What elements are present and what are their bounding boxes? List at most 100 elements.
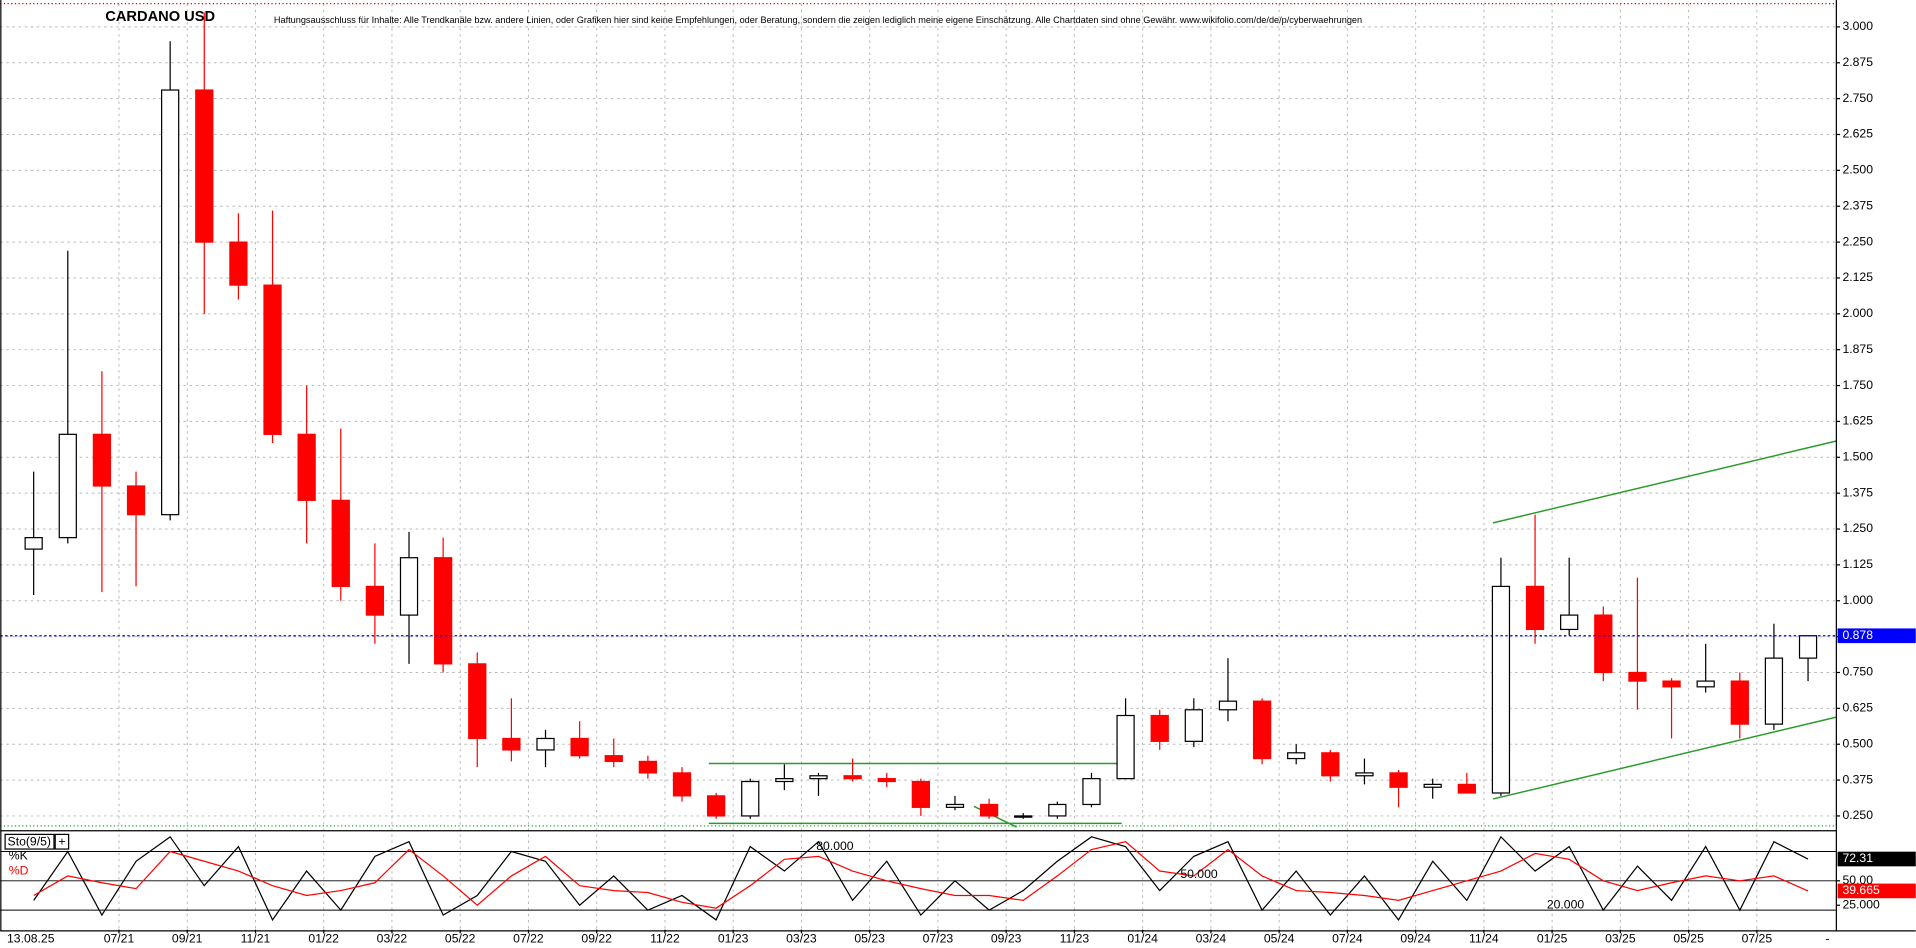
candle-body	[1594, 614, 1613, 674]
candle-body	[24, 537, 43, 550]
candle-body	[877, 778, 896, 783]
candle-body	[433, 557, 453, 665]
y-tick-label: 1.875	[1842, 342, 1873, 356]
disclaimer: Haftungsausschluss für Inhalte: Alle Tre…	[274, 15, 1362, 25]
level-label: 80.000	[816, 839, 854, 853]
candle-body	[1491, 585, 1511, 794]
candle-body	[1218, 700, 1238, 711]
candle-body	[672, 772, 692, 797]
y-tick-label: 2.000	[1842, 306, 1873, 320]
trend-line-upper	[1492, 440, 1837, 524]
candle-body	[775, 778, 794, 783]
indicator-button-icon[interactable]: +	[58, 835, 65, 849]
x-tick-label: 11/24	[1469, 932, 1499, 946]
indicator-y-tick-label: 25.000	[1842, 897, 1880, 911]
x-tick-label: 03/23	[786, 932, 817, 946]
candle-body	[1355, 772, 1374, 777]
candle-body	[1082, 778, 1101, 806]
candle-body	[1525, 585, 1545, 631]
last-price-box	[1837, 628, 1916, 644]
x-tick-label: 05/22	[445, 932, 476, 946]
candle-body	[502, 737, 521, 751]
candle-body	[263, 284, 282, 435]
candle-body	[1560, 614, 1579, 631]
candle-body	[1389, 772, 1408, 788]
y-tick-label: 0.625	[1842, 701, 1873, 715]
indicator-value-box	[1837, 851, 1916, 867]
candle-body	[1184, 709, 1203, 742]
candle-body	[536, 737, 555, 751]
y-tick-label: 2.375	[1842, 198, 1873, 212]
y-tick-label: 1.625	[1842, 414, 1873, 428]
candle-body	[468, 663, 487, 740]
x-tick-label: 01/23	[718, 932, 749, 946]
y-tick-label: 2.125	[1842, 270, 1873, 284]
candle-body	[1321, 752, 1340, 777]
y-tick-label: 0.750	[1842, 665, 1873, 679]
candle-body	[843, 775, 862, 780]
y-tick-label: 2.750	[1842, 91, 1873, 105]
candle-body	[1116, 714, 1135, 780]
candle-body	[1798, 635, 1818, 659]
indicator-line	[33, 835, 1809, 922]
y-tick-label: 1.000	[1842, 593, 1873, 607]
candle-body	[1628, 671, 1647, 682]
x-tick-label: 11/23	[1060, 932, 1090, 946]
candle-body	[604, 755, 623, 763]
x-tick-label: 09/23	[991, 932, 1022, 946]
candle-body	[297, 433, 316, 501]
y-tick-label: 1.250	[1842, 521, 1873, 535]
candle-body	[331, 499, 350, 588]
candle-body	[1150, 714, 1169, 742]
candle-body	[1048, 803, 1067, 817]
indicator-button[interactable]	[54, 833, 70, 850]
candle-body	[945, 803, 965, 808]
x-tick-label: 09/24	[1400, 932, 1431, 946]
legend-d: %D	[9, 863, 29, 877]
candle-body	[195, 89, 214, 243]
x-tick-label: 01/25	[1537, 932, 1568, 946]
candle-body	[1287, 752, 1306, 760]
candle-body	[1014, 815, 1033, 818]
x-tick-label: 01/22	[308, 932, 339, 946]
candle-body	[1457, 783, 1476, 794]
x-tick-label: 03/24	[1196, 932, 1227, 946]
x-tick-label: 07/21	[104, 932, 135, 946]
candle-body	[1764, 657, 1784, 725]
scroll-marker[interactable]: -	[1825, 932, 1829, 946]
x-tick-label: 11/22	[650, 932, 680, 946]
level-label: 50.000	[1180, 867, 1218, 881]
candle-body	[979, 803, 999, 817]
candle-body	[229, 241, 248, 286]
x-tick-label: 07/24	[1332, 932, 1363, 946]
candle-body	[911, 780, 930, 808]
indicator-value-label: 72.31	[1842, 851, 1873, 865]
x-tick-label: 09/21	[172, 932, 203, 946]
y-tick-label: 1.375	[1842, 485, 1873, 499]
candle-body	[161, 89, 180, 516]
candle-body	[58, 433, 77, 539]
candle-body	[809, 775, 828, 780]
candle-body	[706, 795, 726, 817]
x-tick-label: 05/23	[854, 932, 885, 946]
level-label: 20.000	[1547, 897, 1585, 911]
candle-body	[1252, 700, 1272, 760]
grid	[0, 3, 1837, 930]
last-price-label: 0.878	[1842, 628, 1873, 642]
y-tick-label: 0.500	[1842, 736, 1873, 750]
indicator-y-tick-label: 50.00	[1842, 873, 1873, 887]
x-tick-label: 07/22	[513, 932, 544, 946]
y-tick-label: 0.250	[1842, 808, 1873, 822]
x-tick-label: 07/25	[1742, 932, 1773, 946]
y-tick-label: 0.375	[1842, 772, 1873, 786]
candle-body	[741, 780, 760, 817]
marks	[0, 12, 1837, 922]
y-tick-label: 1.500	[1842, 450, 1873, 464]
candle-body	[1662, 680, 1681, 688]
x-tick-label: 07/23	[923, 932, 954, 946]
x-tick-label: 05/24	[1264, 932, 1295, 946]
y-tick-label: 2.625	[1842, 127, 1873, 141]
trend-line-lower	[1492, 716, 1837, 800]
